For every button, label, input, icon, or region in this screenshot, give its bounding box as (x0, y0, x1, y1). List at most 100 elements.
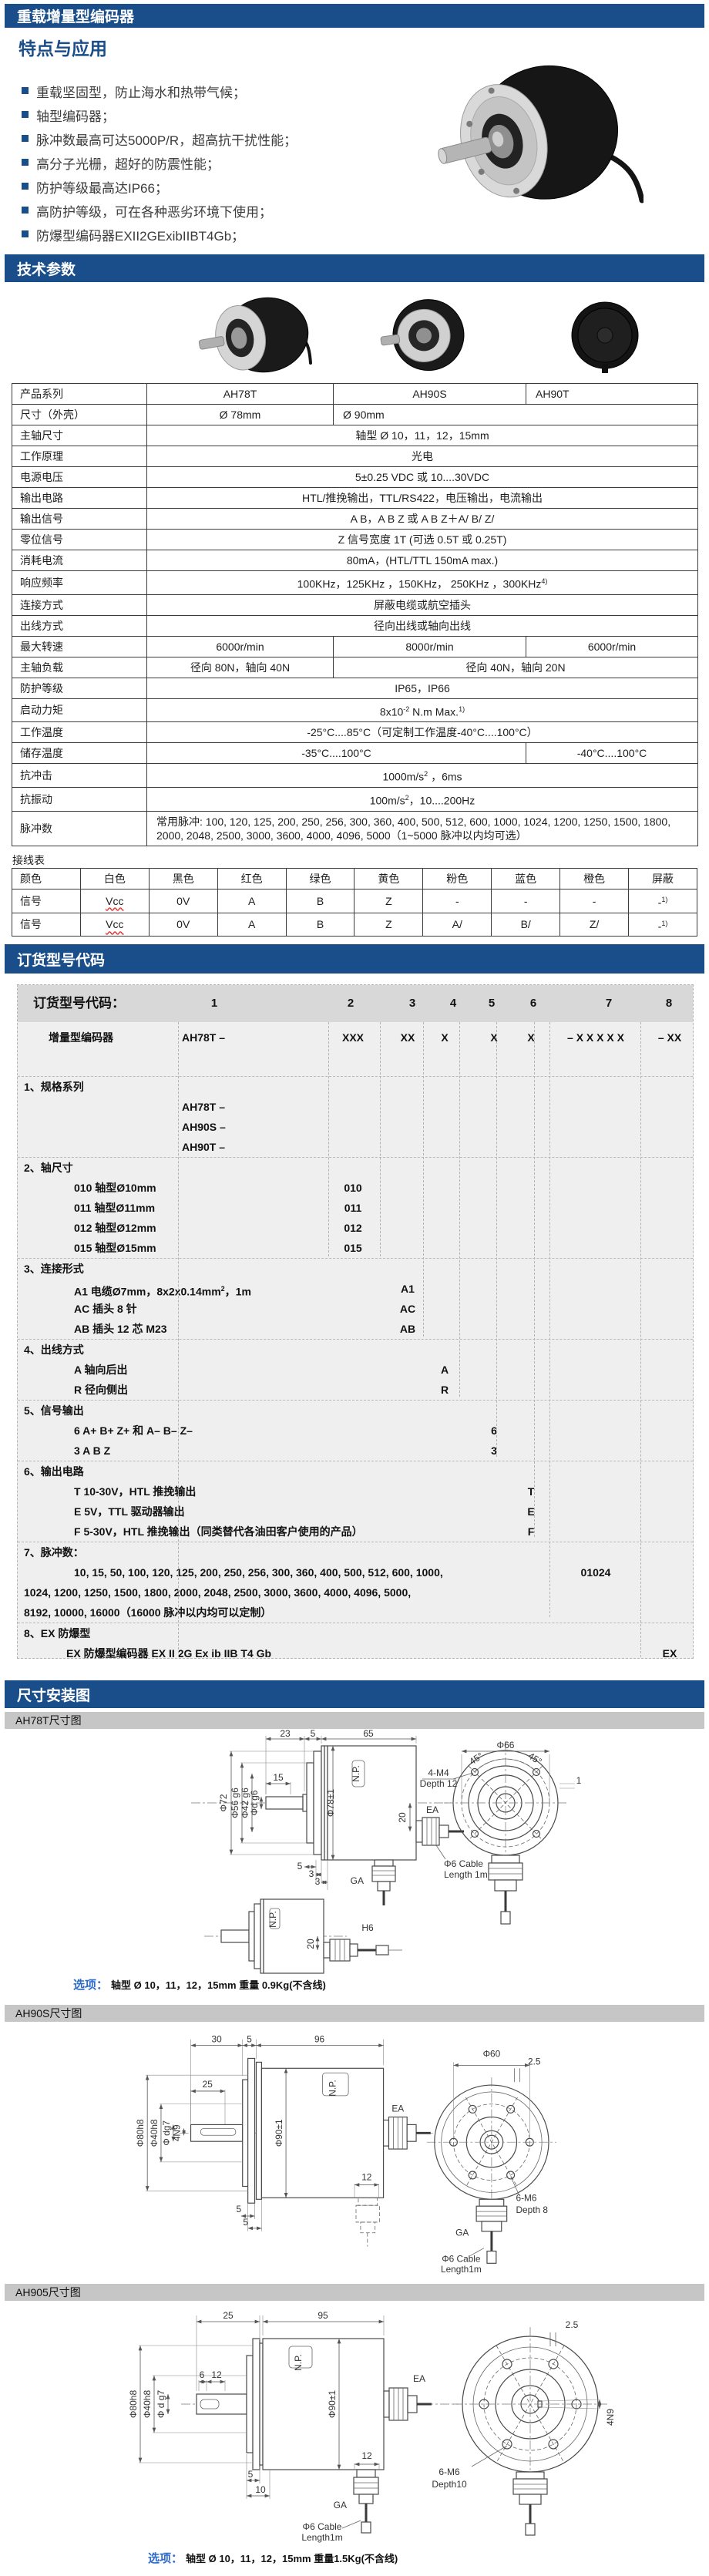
order-model-base: AH78T – (182, 1031, 226, 1044)
product-photo-ah90t (571, 301, 639, 373)
spec-value: IP65，IP66 (146, 677, 698, 699)
order-row-text: 012 轴型Ø12mm (74, 1222, 156, 1234)
dimension-label: Φ72 (218, 1794, 229, 1811)
dimension-label: 12 (211, 2369, 222, 2380)
order-row-code: 01024 (580, 1566, 611, 1579)
wiring-cell: 黑色 (148, 868, 218, 889)
spec-value: 径向 40N，轴向 20N (333, 656, 698, 678)
spec-value: HTL/推挽输出，TTL/RS422，电压输出，电流输出 (146, 487, 698, 509)
order-option-row: EX 防爆型编码器 EX II 2G Ex ib IIB T4 Gb EX (18, 1643, 693, 1663)
dimension-label: Depth10 (432, 2479, 467, 2490)
dimension-label: Length1m (301, 2532, 342, 2543)
order-option-row: 3 A B Z 3 (18, 1441, 693, 1461)
order-row-text: 1、规格系列 (24, 1081, 84, 1093)
wiring-table: 颜色 白色 黑色 红色 绿色 黄色 粉色 蓝色 橙色 屏蔽 信号 Vcc 0V A B Z - - - -1) 信号 Vc… (12, 868, 697, 937)
feature-bullet: 防爆型编码器EXII2GExibIIBT4Gb； (22, 225, 407, 249)
wiring-cell: Vcc (79, 912, 150, 937)
dimension-label: Length 1m (444, 1869, 488, 1880)
spec-value: 1000m/s2 ，6ms (146, 763, 698, 788)
drawing-ah78t-title: AH78T尺寸图 (5, 1712, 704, 1729)
dimension-label: EA (426, 1804, 439, 1815)
spec-param: 电源电压 (12, 466, 147, 488)
bullet-square-icon (22, 183, 29, 190)
wiring-cell: A (217, 912, 287, 937)
feature-text: 高分子光栅，超好的防震性能； (36, 157, 220, 172)
order-section-title-row: 3、连接形式 (18, 1258, 693, 1279)
feature-text: 高防护等级，可在各种恶劣环境下使用； (36, 205, 272, 220)
order-row-text: R 径向侧出 (74, 1384, 128, 1396)
spec-row: 电源电压 5±0.25 VDC 或 10....30VDC (12, 466, 698, 488)
order-row-text: EX 防爆型编码器 EX II 2G Ex ib IIB T4 Gb (66, 1647, 272, 1660)
spec-value: AH90T (526, 383, 698, 405)
dimension-label: 20 (305, 1939, 316, 1949)
spec-param: 消耗电流 (12, 550, 147, 571)
order-row-text: T 10-30V，HTL 推挽输出 (74, 1485, 197, 1498)
order-section-title-row: 5、信号输出 (18, 1400, 693, 1421)
wiring-cell: 蓝色 (491, 868, 561, 889)
order-code-heading: 订货型号代码 (17, 952, 106, 969)
spec-value: 轴型 Ø 10，11，12，15mm (146, 425, 698, 446)
spec-value: AH90S (333, 383, 526, 405)
order-header-number: 6 (529, 997, 537, 1010)
dimension-label: 25 (203, 2079, 213, 2090)
wiring-cell: B (285, 912, 355, 937)
wiring-cell: 屏蔽 (628, 868, 697, 889)
spec-value: AH78T (146, 383, 334, 405)
order-option-row: 010 轴型Ø10mm 010 (18, 1178, 693, 1198)
order-section-title-row: 1、规格系列 (18, 1076, 693, 1097)
dimension-label: 2.5 (566, 2319, 579, 2330)
order-model-code: X (490, 1031, 498, 1044)
spec-param: 抗振动 (12, 786, 147, 812)
order-row-code: R (440, 1384, 449, 1396)
dimension-label: 25 (223, 2310, 234, 2321)
wiring-cell: -1) (628, 889, 697, 913)
dimension-label: Φ90±1 (327, 2390, 338, 2419)
spec-param: 脉冲数 (12, 810, 147, 846)
order-header-number: 1 (210, 997, 218, 1010)
order-option-row: 015 轴型Ø15mm 015 (18, 1238, 693, 1258)
spec-row: 输出信号 A B，A B Z 或 A B Z＋A/ B/ Z/ (12, 508, 698, 530)
wiring-cell: - (422, 889, 492, 913)
note-label: 选项： (73, 1979, 109, 1992)
feature-bullet: 高防护等级，可在各种恶劣环境下使用； (22, 201, 407, 225)
dimension-label: Φ60 (483, 2048, 501, 2059)
spec-value: 8000r/min (333, 635, 526, 657)
dimension-label: GA (455, 2228, 469, 2238)
order-option-row: 8192, 10000, 16000（16000 脉冲以内均可以定制） (18, 1602, 693, 1623)
order-row-text: 6 A+ B+ Z+ 和 A– B– Z– (74, 1424, 193, 1437)
order-row-code: 011 (344, 1202, 362, 1214)
spec-param: 最大转速 (12, 635, 147, 657)
spec-param: 工作温度 (12, 721, 147, 744)
spec-value: 6000r/min (146, 635, 334, 657)
dimension-label: Φ56 g6 (230, 1787, 240, 1818)
feature-text: 重载坚固型，防止海水和热带气候； (36, 86, 246, 100)
order-model-code: X (527, 1031, 535, 1044)
product-photo-ah78t (198, 297, 312, 373)
order-col-divider (178, 1022, 179, 1657)
spec-param: 尺寸（外壳） (12, 404, 147, 425)
spec-value: -35°C....100°C (146, 742, 526, 765)
order-row-text: 4、出线方式 (24, 1343, 84, 1356)
order-row-text: AH90T – (182, 1141, 226, 1153)
order-row-text: 7、脉冲数： (24, 1546, 84, 1559)
spec-row: 启动力矩 8x10-2 N.m Max.1) (12, 698, 698, 723)
dimension-label: 30 (212, 2034, 223, 2045)
dims-bar: 尺寸安装图 (5, 1680, 704, 1708)
features-list: 重载坚固型，防止海水和热带气候； 轴型编码器； 脉冲数最高可达5000P/R，超高抗… (22, 82, 407, 249)
order-row-text: 3、连接形式 (24, 1263, 84, 1275)
dimension-label: Length1m (441, 2264, 482, 2275)
spec-value: Ø 78mm (146, 404, 334, 425)
spec-param: 产品系列 (12, 383, 147, 405)
spec-row: 出线方式 径向出线或轴向出线 (12, 614, 698, 637)
order-row-text: 011 轴型Ø11mm (74, 1202, 156, 1214)
dimension-label: Φ dg7 (161, 2120, 172, 2146)
dimension-label: H6 (361, 1922, 374, 1933)
order-option-row: AH90T – (18, 1137, 693, 1157)
dimension-label: 3 (309, 1868, 314, 1879)
bullet-square-icon (22, 230, 29, 237)
spec-param: 零位信号 (12, 529, 147, 550)
order-row-text: 015 轴型Ø15mm (74, 1242, 156, 1254)
drawing-ah90s-title: AH90S尺寸图 (5, 2005, 704, 2022)
dimension-label: N.P. (351, 1765, 361, 1782)
